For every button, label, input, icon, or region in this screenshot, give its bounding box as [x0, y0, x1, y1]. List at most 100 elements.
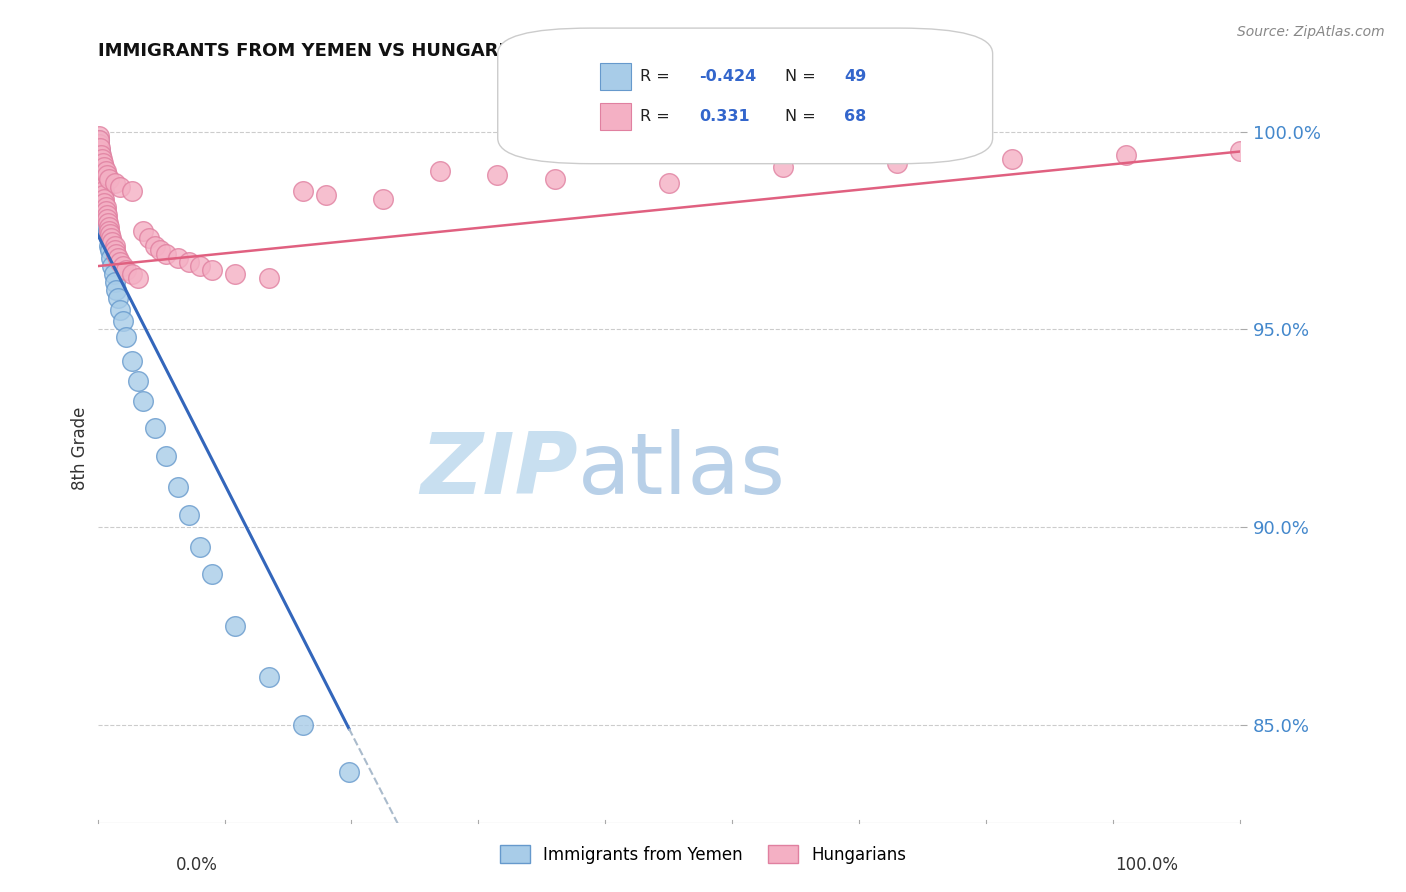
Legend: Immigrants from Yemen, Hungarians: Immigrants from Yemen, Hungarians [494, 838, 912, 871]
Point [91, 168, 114, 182]
Point [98, 239, 121, 253]
Point [91, 176, 114, 190]
Bar [600, 103, 631, 130]
Point [104, 239, 127, 253]
Point [87, 133, 110, 147]
Point [190, 540, 212, 554]
Point [98, 223, 121, 237]
Point [111, 259, 134, 273]
Point [658, 176, 681, 190]
Text: 0.331: 0.331 [699, 109, 749, 124]
Point [337, 765, 360, 780]
Point [91, 195, 114, 210]
Point [177, 508, 200, 523]
Point [89, 161, 111, 175]
Point [90, 161, 112, 175]
Point [143, 239, 166, 253]
Point [101, 235, 124, 250]
Point [98, 227, 121, 242]
Point [121, 267, 143, 281]
Point [166, 481, 188, 495]
Point [97, 223, 120, 237]
Point [98, 219, 121, 234]
Point [257, 670, 280, 684]
Point [89, 153, 111, 167]
Point [90, 172, 112, 186]
Point [89, 148, 111, 162]
Point [91, 184, 114, 198]
Point [93, 195, 115, 210]
Point [429, 164, 451, 178]
Point [94, 164, 117, 178]
Point [292, 717, 315, 731]
Point [96, 211, 118, 226]
Point [107, 291, 129, 305]
Point [292, 184, 315, 198]
Y-axis label: 8th Grade: 8th Grade [72, 406, 89, 490]
FancyBboxPatch shape [498, 29, 993, 164]
Point [111, 314, 134, 328]
Point [104, 247, 127, 261]
Point [104, 283, 127, 297]
Point [543, 172, 565, 186]
Point [87, 128, 110, 143]
Point [94, 211, 117, 226]
Point [93, 192, 115, 206]
Point [373, 192, 395, 206]
Text: ZIP: ZIP [420, 429, 578, 512]
Point [93, 184, 115, 198]
Point [201, 567, 224, 582]
Point [97, 227, 120, 242]
Point [93, 200, 115, 214]
Point [91, 176, 114, 190]
Point [486, 168, 509, 182]
Point [90, 148, 112, 162]
Point [90, 168, 112, 182]
Point [107, 251, 129, 265]
Point [98, 172, 121, 186]
Point [97, 216, 120, 230]
Point [96, 208, 118, 222]
Text: N =: N = [786, 69, 821, 84]
Point [87, 136, 110, 151]
Point [91, 180, 114, 194]
Point [121, 184, 143, 198]
Text: N =: N = [786, 109, 821, 124]
Point [100, 231, 122, 245]
Point [93, 161, 115, 175]
Bar [600, 62, 631, 90]
Point [127, 271, 149, 285]
Point [1001, 153, 1024, 167]
Point [89, 148, 111, 162]
Point [87, 136, 110, 151]
Point [94, 208, 117, 222]
Point [96, 219, 118, 234]
Point [89, 140, 111, 154]
Text: IMMIGRANTS FROM YEMEN VS HUNGARIAN 8TH GRADE CORRELATION CHART: IMMIGRANTS FROM YEMEN VS HUNGARIAN 8TH G… [97, 42, 877, 60]
Point [143, 421, 166, 435]
Point [886, 156, 908, 170]
Text: 0.0%: 0.0% [176, 856, 218, 874]
Point [93, 203, 115, 218]
Text: 68: 68 [844, 109, 866, 124]
Point [177, 255, 200, 269]
Point [190, 259, 212, 273]
Point [90, 164, 112, 178]
Point [132, 393, 155, 408]
Point [155, 247, 177, 261]
Point [315, 188, 337, 202]
Point [94, 203, 117, 218]
Point [90, 172, 112, 186]
Point [90, 156, 112, 170]
Text: R =: R = [640, 69, 675, 84]
Point [91, 188, 114, 202]
Point [104, 176, 127, 190]
Point [138, 231, 160, 245]
Text: atlas: atlas [578, 429, 786, 512]
Point [1229, 145, 1251, 159]
Point [91, 188, 114, 202]
Point [127, 374, 149, 388]
Point [87, 133, 110, 147]
Point [96, 168, 118, 182]
Point [110, 255, 132, 269]
